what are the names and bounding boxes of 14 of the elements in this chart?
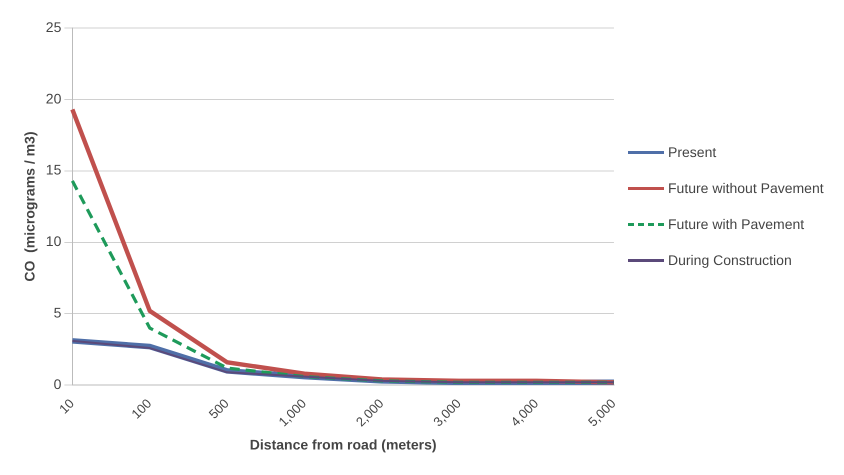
y-tick-label: 5 xyxy=(54,304,62,321)
x-tick-label: 100 xyxy=(128,396,154,422)
y-tick-label: 0 xyxy=(54,376,62,392)
legend-label: Future with Pavement xyxy=(668,214,804,232)
y-axis-title: CO (micrograms / m3) xyxy=(21,132,38,282)
y-tick-label: 20 xyxy=(46,90,62,106)
x-tick-label: 500 xyxy=(206,396,232,422)
x-axis-title: Distance from road (meters) xyxy=(250,436,437,452)
y-tick-label: 10 xyxy=(46,233,62,250)
legend-label: Future without Pavement xyxy=(668,178,824,196)
y-tick-label: 25 xyxy=(46,18,62,35)
y-tick-label: 15 xyxy=(46,162,62,178)
legend-label: During Construction xyxy=(668,250,792,268)
legend-label: Present xyxy=(668,142,716,160)
